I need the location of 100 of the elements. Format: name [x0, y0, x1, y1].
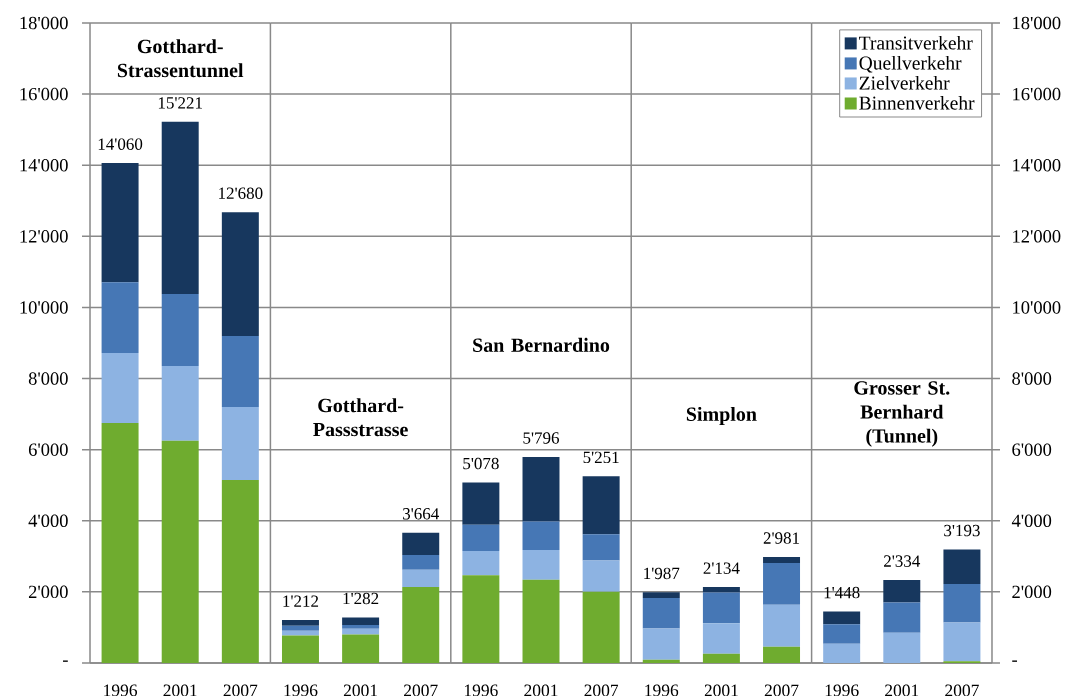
bar — [883, 632, 921, 663]
total-label: 2'134 — [703, 562, 740, 574]
bar — [702, 592, 740, 624]
y-tick-label: - — [63, 660, 68, 662]
bar — [823, 643, 861, 663]
text: Gotthard-Passstrasse — [313, 398, 408, 437]
y-tick-label: 8'000 — [28, 372, 68, 385]
y-tick-label: 6'000 — [1012, 443, 1052, 456]
bar — [101, 422, 139, 663]
total-label: 12'680 — [219, 187, 263, 199]
text: San Bernardino — [473, 337, 610, 352]
bar — [883, 580, 921, 603]
bar — [522, 456, 560, 522]
x-tick-label: 2007 — [764, 684, 799, 696]
bar — [823, 611, 861, 625]
bar — [642, 592, 680, 598]
y-tick-label: 2'000 — [28, 585, 68, 599]
total-label: 2'981 — [763, 532, 800, 544]
x-tick-label: 2007 — [945, 684, 979, 696]
bar — [582, 560, 620, 592]
y-tick-label: 18'000 — [20, 16, 68, 30]
legend-label: Binnenverkehr — [859, 95, 975, 110]
bar — [402, 569, 440, 587]
y-tick-label: 16'000 — [20, 87, 68, 101]
bar — [642, 597, 680, 629]
bar — [943, 549, 981, 585]
y-tick-label: 4'000 — [28, 514, 68, 528]
bar — [402, 554, 440, 570]
text: Grosser St. Bernhard (Tunnel) — [854, 381, 950, 447]
bar — [342, 617, 380, 625]
bar — [582, 534, 620, 561]
bar — [281, 630, 319, 636]
total-label: 15'221 — [158, 97, 202, 109]
y-tick-label: 10'000 — [20, 301, 68, 314]
total-label: 5'078 — [463, 457, 499, 470]
x-tick-label: 1996 — [645, 684, 679, 696]
x-tick-label: 2007 — [584, 684, 619, 696]
bar — [221, 212, 259, 336]
bar — [101, 282, 139, 353]
total-label: 1'448 — [824, 586, 860, 599]
bar — [221, 406, 259, 480]
y-tick-label: 6'000 — [28, 443, 68, 456]
x-tick-label: 1996 — [104, 684, 138, 696]
bar — [462, 550, 500, 576]
bar — [943, 584, 981, 623]
bar — [161, 293, 199, 367]
text: Simplon — [686, 406, 757, 426]
text: Gotthard-Strassentunnel — [117, 39, 244, 78]
x-tick-label: 2007 — [404, 684, 438, 696]
bar — [763, 563, 801, 605]
bar — [101, 352, 139, 423]
y-tick-label: 12'000 — [1013, 230, 1061, 243]
bar — [582, 476, 620, 535]
bar — [642, 628, 680, 660]
x-tick-label: 2001 — [343, 684, 378, 696]
x-tick-label: 2001 — [885, 684, 919, 696]
bar — [823, 624, 861, 644]
bar — [221, 479, 259, 663]
x-tick-label: 2001 — [163, 684, 197, 696]
bar — [161, 121, 199, 294]
y-tick-label: - — [1012, 660, 1018, 662]
y-tick-label: 14'000 — [1013, 158, 1061, 172]
bar — [702, 653, 740, 663]
bar — [642, 659, 680, 663]
legend-label: Zielverkehr — [859, 75, 950, 90]
bar — [763, 604, 801, 647]
x-tick-label: 2007 — [223, 684, 258, 696]
bar — [462, 482, 500, 525]
bar — [342, 624, 380, 629]
y-tick-label: 14'000 — [20, 158, 68, 172]
bar — [763, 646, 801, 663]
bar — [522, 579, 560, 663]
bar — [763, 556, 801, 564]
bar — [883, 602, 921, 633]
total-label: 1'282 — [343, 592, 379, 605]
y-tick-label: 2'000 — [1012, 585, 1052, 599]
total-label: 5'251 — [583, 451, 619, 464]
bar — [342, 634, 380, 663]
bar — [522, 549, 560, 580]
y-tick-label: 10'000 — [1013, 301, 1061, 314]
legend-label: Transitverkehr — [859, 35, 973, 50]
total-label: 5'796 — [523, 432, 560, 444]
bar — [342, 628, 380, 635]
bar — [402, 586, 440, 663]
bar — [281, 635, 319, 663]
bar — [702, 587, 740, 593]
bar — [281, 625, 319, 631]
total-label: 3'664 — [403, 508, 439, 520]
total-label: 3'193 — [944, 524, 980, 537]
bar — [161, 440, 199, 663]
bar — [462, 575, 500, 663]
bar — [281, 619, 319, 626]
x-tick-label: 2001 — [704, 684, 738, 696]
bar — [101, 163, 139, 283]
x-tick-label: 1996 — [825, 684, 859, 696]
y-tick-label: 16'000 — [1013, 87, 1061, 101]
y-tick-label: 12'000 — [20, 230, 68, 243]
total-label: 1'987 — [644, 567, 680, 580]
bar — [582, 591, 620, 663]
bar — [702, 623, 740, 654]
